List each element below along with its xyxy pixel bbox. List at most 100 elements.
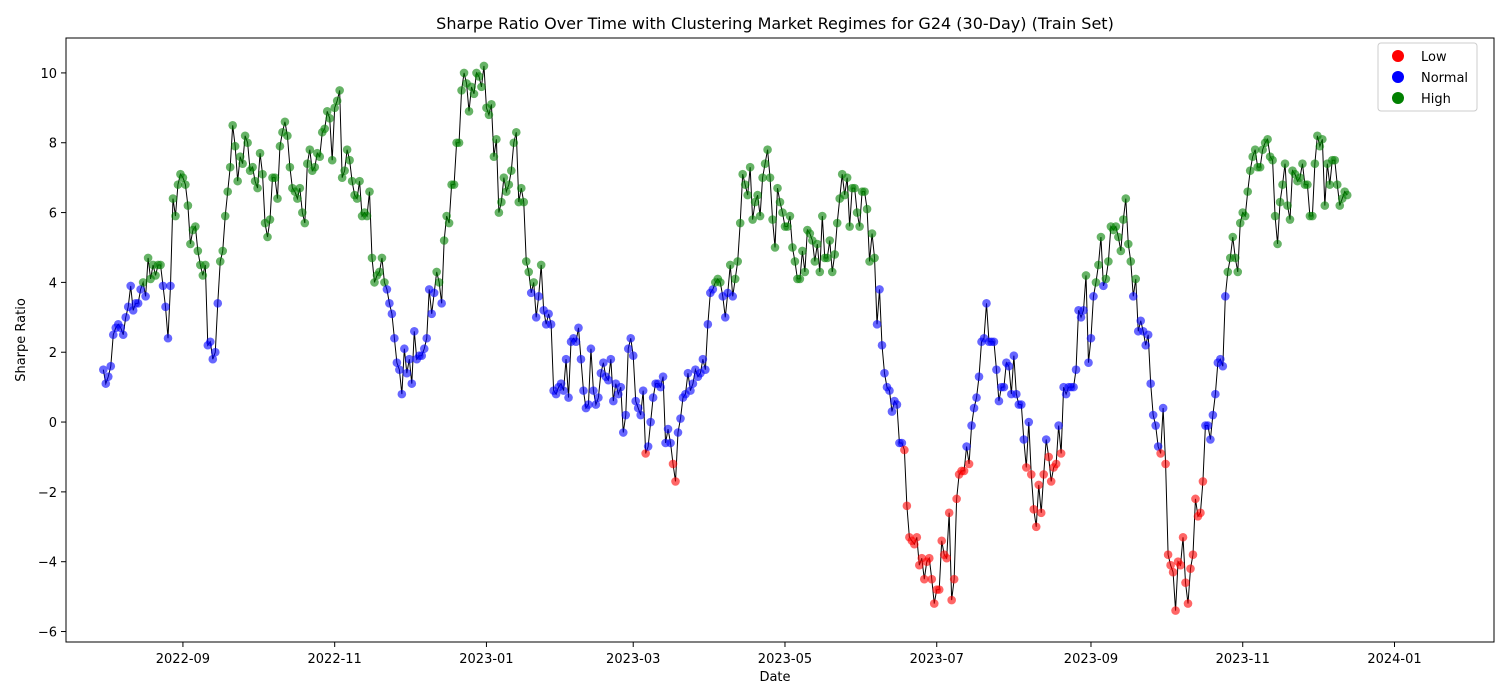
data-point-high xyxy=(504,180,514,189)
data-point-high xyxy=(1091,278,1101,287)
data-point-normal xyxy=(1069,382,1078,392)
x-tick-label: 2023-01 xyxy=(459,652,513,667)
data-point-high xyxy=(327,155,337,165)
legend-label-low: Low xyxy=(1421,50,1447,65)
data-point-normal xyxy=(703,319,713,329)
data-point-normal xyxy=(638,386,648,395)
data-point-high xyxy=(516,183,526,193)
data-point-normal xyxy=(1206,435,1215,444)
data-point-normal xyxy=(1136,316,1146,326)
data-point-high xyxy=(768,215,777,224)
data-point-high xyxy=(1233,267,1243,277)
data-point-high xyxy=(375,267,384,277)
data-point-high xyxy=(511,127,521,137)
data-point-low xyxy=(1196,508,1205,518)
data-point-normal xyxy=(686,386,695,395)
data-point-normal xyxy=(989,337,999,347)
data-point-high xyxy=(198,271,208,280)
data-point-normal xyxy=(1218,361,1228,371)
data-point-high xyxy=(263,232,272,242)
y-tick-label: 4 xyxy=(49,276,57,291)
data-point-high xyxy=(183,201,193,210)
data-point-normal xyxy=(427,309,437,319)
data-point-high xyxy=(536,260,546,270)
data-point-normal xyxy=(1009,351,1019,361)
data-point-low xyxy=(919,574,929,584)
data-point-high xyxy=(788,243,797,252)
data-point-high xyxy=(1268,155,1277,165)
data-point-normal xyxy=(390,333,399,343)
data-point-high xyxy=(315,152,325,162)
data-point-low xyxy=(910,539,919,549)
data-point-high xyxy=(275,141,285,151)
data-point-high xyxy=(1263,134,1272,144)
data-point-high xyxy=(233,176,242,186)
data-point-high xyxy=(805,229,815,238)
data-point-high xyxy=(223,187,233,196)
data-point-normal xyxy=(994,396,1004,406)
data-point-high xyxy=(253,183,262,193)
data-point-normal xyxy=(599,358,608,367)
y-tick-label: −6 xyxy=(38,626,57,641)
data-point-low xyxy=(1156,449,1165,458)
data-point-high xyxy=(822,253,832,263)
data-point-normal xyxy=(407,379,417,388)
data-point-normal xyxy=(708,285,718,294)
data-point-normal xyxy=(897,438,907,448)
data-point-normal xyxy=(589,386,598,395)
data-point-normal xyxy=(604,375,613,385)
data-point-normal xyxy=(395,365,404,374)
data-point-high xyxy=(775,197,785,207)
data-point-high xyxy=(725,260,735,270)
data-point-high xyxy=(1278,180,1287,189)
data-point-normal xyxy=(633,403,643,413)
data-point-normal xyxy=(561,354,571,364)
data-point-normal xyxy=(166,281,175,291)
data-point-normal xyxy=(1203,421,1213,430)
data-point-high xyxy=(492,134,501,144)
data-point-normal xyxy=(387,309,397,319)
data-point-normal xyxy=(1079,306,1088,315)
data-point-normal xyxy=(409,326,419,336)
data-point-normal xyxy=(405,354,414,364)
data-point-high xyxy=(238,159,247,168)
data-point-high xyxy=(740,180,750,189)
data-point-high xyxy=(228,120,237,130)
data-point-high xyxy=(439,236,449,245)
data-point-high xyxy=(1081,271,1091,280)
data-point-high xyxy=(432,267,441,277)
data-point-high xyxy=(735,218,745,228)
data-point-high xyxy=(1228,232,1238,242)
y-axis-title: Sharpe Ratio xyxy=(14,298,29,382)
data-point-normal xyxy=(526,288,536,298)
data-point-high xyxy=(235,152,245,162)
data-point-high xyxy=(813,239,822,249)
data-point-normal xyxy=(546,319,556,329)
data-point-low xyxy=(1188,550,1198,560)
data-point-high xyxy=(340,166,349,175)
data-point-high xyxy=(817,211,827,221)
data-point-low xyxy=(1191,494,1200,504)
data-point-high xyxy=(270,173,280,182)
data-point-low xyxy=(902,501,912,511)
data-point-low xyxy=(1044,452,1053,462)
data-point-low xyxy=(1021,463,1031,472)
data-point-normal xyxy=(1084,358,1093,367)
data-point-normal xyxy=(875,285,884,294)
data-point-normal xyxy=(1148,410,1158,420)
data-point-normal xyxy=(1017,400,1026,409)
data-point-normal xyxy=(397,389,407,399)
data-point-high xyxy=(860,187,869,196)
data-point-normal xyxy=(382,285,392,294)
data-point-high xyxy=(332,96,342,106)
data-point-normal xyxy=(402,368,412,378)
data-point-low xyxy=(1181,578,1190,587)
data-point-high xyxy=(355,176,364,186)
data-point-high xyxy=(1223,267,1233,277)
data-point-high xyxy=(347,176,357,186)
data-point-normal xyxy=(872,319,882,329)
data-point-normal xyxy=(720,313,730,322)
data-point-low xyxy=(1168,567,1178,577)
data-point-normal xyxy=(121,313,131,322)
